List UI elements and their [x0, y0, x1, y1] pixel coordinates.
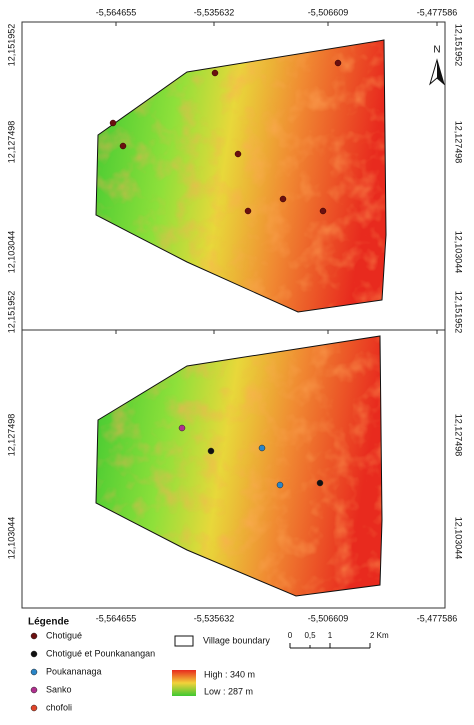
x-coordinate-label: -5,564655: [96, 613, 137, 623]
village-points: [178, 424, 324, 489]
scale-label: 0: [288, 631, 293, 640]
elevation-legend-bar: [172, 670, 196, 696]
y-coordinate-label: 12,103044: [6, 517, 16, 560]
legend-low: Low : 287 m: [204, 686, 253, 696]
y-coordinate-label: 12,151952: [6, 24, 16, 67]
y-coordinate-label: 12,103044: [454, 517, 464, 560]
elevation-map: [95, 335, 383, 597]
x-coordinate-label: -5,506609: [308, 613, 349, 623]
y-coordinate-label: 12,151952: [454, 291, 464, 334]
legend-symbols: [30, 632, 38, 712]
scale-label: 2 Km: [370, 631, 389, 640]
boundary-label: Village boundary: [203, 635, 270, 645]
y-coordinate-label: 12,103044: [6, 231, 16, 274]
village-points: [109, 59, 342, 215]
y-coordinate-label: 12,127498: [6, 414, 16, 457]
y-coordinate-label: 12,151952: [454, 24, 464, 67]
scale-bar: [289, 643, 371, 649]
legend-title: Légende: [28, 617, 70, 628]
legend-label: Chotigué et Pounkanangan: [46, 648, 155, 658]
legend-high: High : 340 m: [204, 669, 255, 679]
legend-label: Chotigué: [46, 630, 82, 640]
scale-label: 1: [328, 631, 333, 640]
y-coordinate-label: 12,103044: [454, 231, 464, 274]
legend-label: Poukananaga: [46, 666, 102, 676]
x-coordinate-label: -5,506609: [308, 7, 349, 17]
x-coordinate-label: -5,477586: [417, 613, 458, 623]
y-coordinate-label: 12,127498: [454, 121, 464, 164]
x-coordinate-label: -5,535632: [194, 7, 235, 17]
y-coordinate-label: 12,127498: [454, 414, 464, 457]
x-coordinate-label: -5,564655: [96, 7, 137, 17]
y-coordinate-label: 12,151952: [6, 291, 16, 334]
boundary-symbol: [174, 635, 194, 647]
north-label: N: [433, 45, 440, 56]
legend-label: chofoli: [46, 702, 72, 712]
x-coordinate-label: -5,477586: [417, 7, 458, 17]
x-coordinate-label: -5,535632: [194, 613, 235, 623]
legend-label: Sanko: [46, 684, 72, 694]
north-arrow: [429, 58, 445, 86]
y-coordinate-label: 12,127498: [6, 121, 16, 164]
scale-label: 0,5: [304, 631, 316, 640]
elevation-map: [95, 39, 387, 313]
panel-frame: [21, 329, 446, 609]
